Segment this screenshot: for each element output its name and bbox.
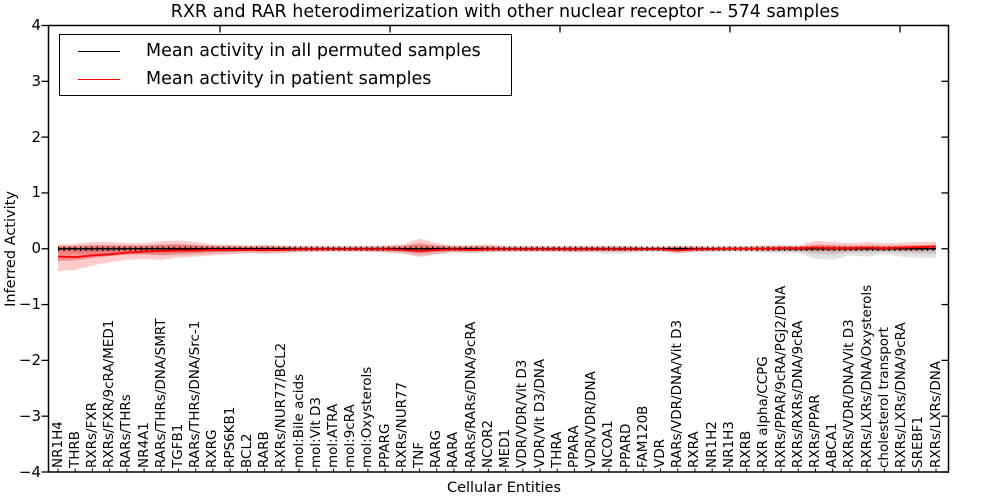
x-tick-label: RARs/THRs xyxy=(118,394,135,468)
x-tick-label: RARB xyxy=(256,431,273,468)
x-tick-label: mol:9cRA xyxy=(342,404,359,468)
x-tick-label: TGFB1 xyxy=(170,423,186,468)
x-tick-label: RXRG xyxy=(204,429,221,468)
x-tick-label: RARA xyxy=(445,431,462,468)
x-tick-label: VDR xyxy=(652,438,669,468)
x-tick-label: NCOR2 xyxy=(479,419,496,468)
x-tick-label: mol:Oxysterols xyxy=(359,366,376,468)
x-tick-label: RARs/VDR/DNA/Vit D3 xyxy=(669,319,686,468)
x-tick-label: RXRs/FXR xyxy=(83,402,100,468)
x-tick-label: VDR/Vit D3/DNA xyxy=(531,358,548,468)
x-tick-label: RARs/RARs/DNA/9cRA xyxy=(462,321,479,468)
x-tick-label: RARs/THRs/DNA/SMRT xyxy=(152,318,169,468)
x-tick-label: mol:Bile acids xyxy=(290,373,307,468)
patient-band-inner xyxy=(58,243,936,262)
legend-line-black xyxy=(78,50,120,52)
y-tick-label: −1 xyxy=(18,295,41,314)
x-tick-label: PPARA xyxy=(565,425,582,468)
x-tick-label: PPARG xyxy=(376,423,393,469)
x-tick-label: RXRs/VDR/DNA/Vit D3 xyxy=(841,319,858,468)
legend-label: Mean activity in all permuted samples xyxy=(146,41,481,61)
x-tick-label: mol:Vit D3 xyxy=(307,397,324,468)
x-tick-label: mol:ATRA xyxy=(324,403,341,468)
x-tick-label: VDR/VDR/Vit D3 xyxy=(514,359,531,468)
x-axis-label: Cellular Entities xyxy=(446,480,562,496)
x-tick-label: RXRB xyxy=(738,430,755,468)
x-tick-label: RXRs/LXRs/DNA/Oxysterols xyxy=(858,284,875,468)
x-tick-label: RXRs/PPAR xyxy=(806,394,823,468)
x-tick-label: RXRs/RXRs/DNA/9cRA xyxy=(789,320,806,468)
legend-line-red xyxy=(78,78,120,80)
x-tick-label: FAM120B xyxy=(634,405,651,468)
x-tick-label: RARG xyxy=(428,430,445,468)
x-tick-label: RXRs/LXRs/DNA/9cRA xyxy=(893,322,910,468)
x-tick-label: BCL2 xyxy=(238,433,255,468)
y-tick-label: 3 xyxy=(31,71,41,90)
x-tick-label: cholesterol transport xyxy=(875,327,892,468)
x-tick-label: NCOA1 xyxy=(600,420,617,468)
x-tick-label: NR1H3 xyxy=(720,421,737,468)
x-tick-label: TNF xyxy=(411,441,428,468)
legend-label: Mean activity in patient samples xyxy=(146,69,432,89)
y-tick-label: 2 xyxy=(31,127,41,146)
x-tick-label: THRB xyxy=(66,430,83,468)
x-tick-label: RXRs/NUR77 xyxy=(393,381,410,468)
patient-band-outer xyxy=(58,238,936,272)
x-tick-label: ABCA1 xyxy=(824,422,841,468)
x-tick-label: NR1H2 xyxy=(703,421,720,468)
x-tick-label: PPARD xyxy=(617,423,634,468)
y-tick-label: −3 xyxy=(18,406,41,425)
y-tick-label: −4 xyxy=(18,462,41,481)
x-tick-label: MED1 xyxy=(497,428,514,468)
x-tick-label: VDR/VDR/DNA xyxy=(583,371,600,468)
y-tick-label: 0 xyxy=(31,239,41,258)
chart-title: RXR and RAR heterodimerization with othe… xyxy=(170,2,840,22)
y-tick-label: −2 xyxy=(18,350,41,369)
y-tick-label: 1 xyxy=(31,183,41,202)
x-tick-label: THRA xyxy=(548,431,565,468)
x-tick-label: RPS6KB1 xyxy=(221,406,238,468)
x-tick-label: RARs/THRs/DNA/Src-1 xyxy=(187,320,204,468)
x-tick-label: NR4A1 xyxy=(135,422,152,468)
x-tick-label: RXRs/NUR77/BCL2 xyxy=(273,342,290,468)
x-tick-label: NR1H4 xyxy=(49,421,66,468)
x-tick-label: RXRs/FXR/9cRA/MED1 xyxy=(101,319,118,468)
x-tick-label: RXRs/LXRs/DNA xyxy=(927,360,944,468)
x-tick-label: RXRs/PPAR/9cRA/PGJ2/DNA xyxy=(772,285,789,468)
x-tick-label: SREBF1 xyxy=(910,415,927,468)
y-tick-label: 4 xyxy=(31,16,41,34)
legend-entry-patient: Mean activity in patient samples xyxy=(60,65,431,93)
legend: Mean activity in all permuted samples Me… xyxy=(59,34,512,96)
x-tick-label: RXRA xyxy=(686,431,703,468)
legend-entry-permuted: Mean activity in all permuted samples xyxy=(60,37,481,65)
patient-mean-line xyxy=(57,245,937,259)
x-tick-label: RXR alpha/CCPG xyxy=(755,356,772,468)
